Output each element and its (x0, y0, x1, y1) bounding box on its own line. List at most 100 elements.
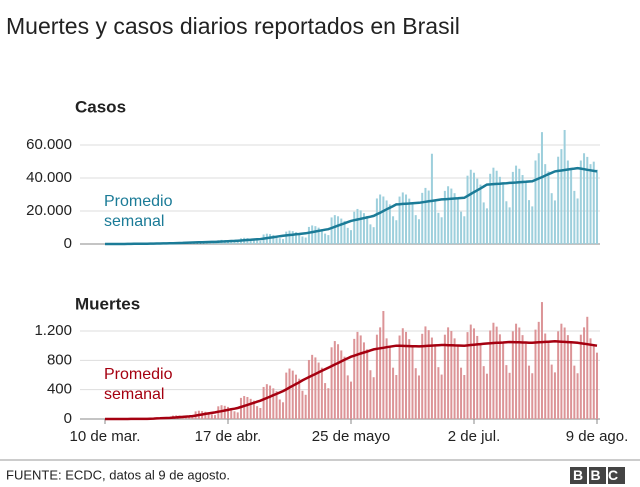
average-line (105, 166, 598, 246)
bar (463, 375, 466, 419)
bar (353, 338, 356, 419)
bar (443, 190, 446, 244)
bar (262, 386, 265, 419)
bar (210, 242, 213, 244)
legend-label: Promedio semanal (104, 366, 173, 403)
bar (275, 391, 278, 419)
bar (350, 230, 352, 244)
bar (547, 171, 550, 244)
bar (414, 368, 417, 419)
bar (204, 411, 207, 419)
bar (502, 182, 505, 244)
bar (583, 327, 586, 419)
bar (460, 211, 463, 244)
bar (547, 341, 550, 419)
bar (531, 373, 534, 419)
bar (427, 190, 430, 244)
bar (544, 164, 547, 244)
bar (479, 343, 482, 419)
bar (437, 367, 440, 419)
bar (353, 211, 356, 244)
bar (576, 373, 579, 419)
bar (456, 197, 459, 244)
bar (489, 173, 492, 244)
bar (427, 330, 430, 419)
bar (482, 202, 485, 244)
bar (343, 356, 346, 419)
bar (311, 354, 314, 419)
bar (236, 242, 239, 244)
bar (482, 366, 485, 419)
bar (456, 345, 459, 419)
bar (417, 219, 420, 244)
bar (379, 327, 382, 419)
bar (246, 397, 249, 419)
bar (307, 226, 310, 244)
average-line (105, 340, 598, 421)
bar (375, 198, 378, 244)
bar (382, 311, 385, 419)
y-tick-label: 40.000 (26, 169, 72, 186)
bar (359, 210, 362, 244)
bar (421, 192, 424, 244)
bar (243, 396, 246, 419)
bar (272, 234, 275, 244)
bar (285, 231, 288, 244)
bar (515, 165, 518, 244)
bar (401, 328, 404, 419)
bar (434, 344, 437, 419)
bar (392, 367, 395, 419)
bar (476, 335, 479, 419)
bar (592, 161, 595, 244)
bar (256, 406, 259, 419)
bar (414, 215, 417, 244)
bar (388, 345, 391, 419)
bar (550, 364, 553, 419)
bar (560, 149, 563, 244)
bar (408, 339, 411, 419)
bar (411, 202, 414, 244)
bar (239, 397, 242, 419)
bar (440, 374, 443, 419)
bar (372, 227, 375, 244)
bar (570, 168, 573, 244)
bar (214, 415, 217, 419)
bar (566, 160, 569, 244)
bar (233, 411, 236, 419)
bar (362, 213, 365, 244)
bar (385, 338, 388, 419)
bar (249, 398, 252, 419)
bar (537, 153, 540, 244)
x-tick-label: 25 de mayo (312, 428, 390, 445)
bar (324, 233, 327, 244)
bar (495, 326, 498, 419)
bar (518, 327, 521, 419)
bar (430, 337, 433, 419)
bar (495, 170, 498, 244)
bar (320, 229, 323, 244)
bar (489, 330, 492, 419)
title: Muertes y casos diarios reportados en Br… (6, 13, 460, 39)
bar (560, 323, 563, 419)
bar (434, 199, 437, 244)
bar (518, 168, 521, 244)
bar (466, 332, 469, 419)
bar (379, 194, 382, 244)
bar (265, 384, 268, 419)
bar (502, 342, 505, 419)
bar (278, 399, 281, 419)
bar (269, 234, 272, 244)
bar (528, 200, 531, 244)
bar (453, 338, 456, 419)
panel-title: Casos (75, 97, 126, 116)
bar (447, 327, 450, 419)
bar (307, 359, 310, 419)
bar (346, 227, 349, 244)
bar (301, 390, 304, 419)
bar (337, 216, 340, 244)
bar (476, 178, 479, 244)
bar (210, 414, 213, 419)
bar (596, 352, 598, 419)
